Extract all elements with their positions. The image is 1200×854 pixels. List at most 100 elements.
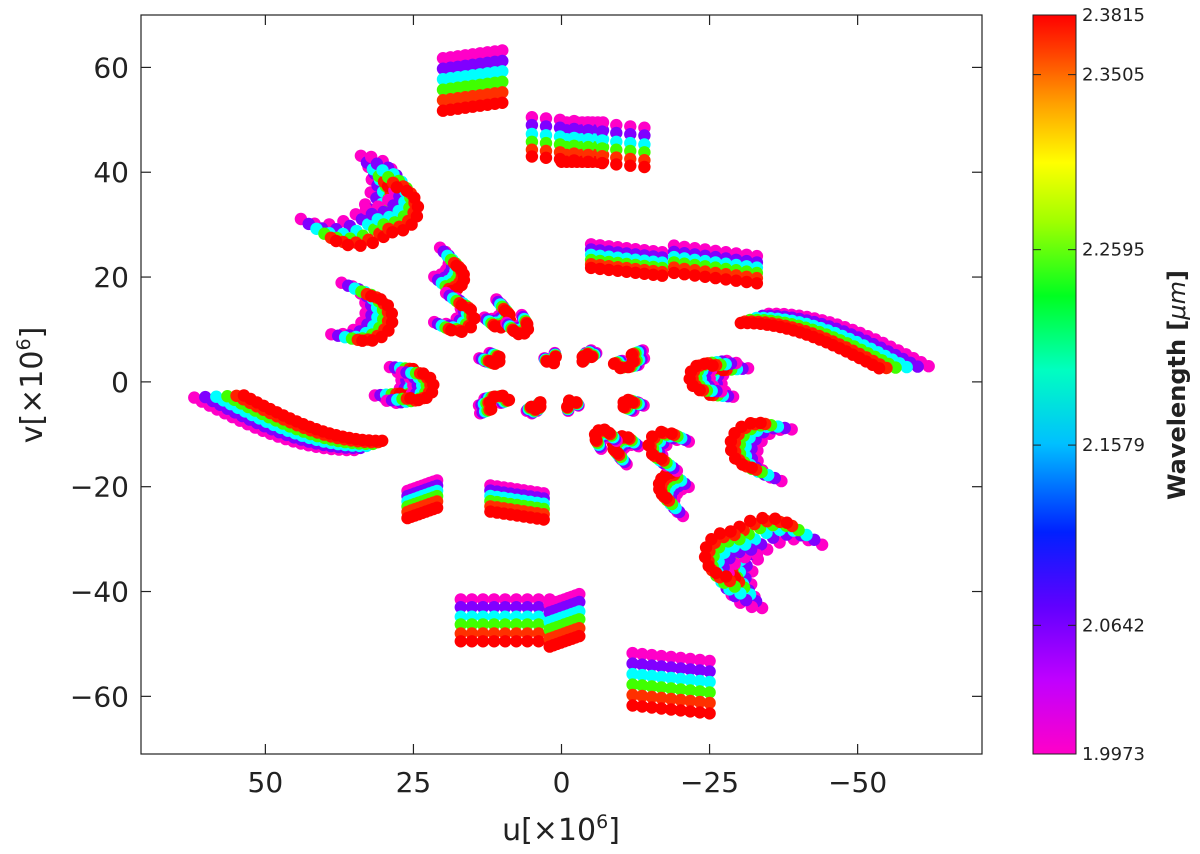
- uv-point: [703, 675, 716, 689]
- uv-point: [744, 514, 757, 528]
- uv-point: [596, 156, 609, 170]
- uv-point: [719, 570, 733, 583]
- y-tick-label: 40: [93, 156, 129, 189]
- uv-point: [693, 674, 707, 688]
- uv-point: [341, 238, 355, 252]
- uv-point: [706, 359, 719, 372]
- colorbar-tick-label: 2.1579: [1082, 435, 1145, 456]
- uv-point: [496, 65, 509, 78]
- uv-point: [745, 461, 758, 474]
- uv-point: [553, 121, 567, 134]
- uv-point: [521, 601, 534, 614]
- uv-point: [354, 239, 367, 252]
- uv-point: [754, 416, 767, 430]
- colorbar-tick-label: 1.9973: [1082, 744, 1145, 765]
- uv-point: [655, 425, 668, 439]
- uv-point: [636, 658, 649, 671]
- uv-point: [465, 601, 479, 614]
- colorbar-tick-label: 2.0642: [1082, 615, 1145, 636]
- uv-point: [664, 692, 678, 706]
- uv-point: [567, 154, 581, 167]
- uv-point: [626, 667, 639, 681]
- uv-point: [570, 396, 583, 409]
- uv-point: [655, 691, 668, 705]
- uv-point: [626, 688, 639, 702]
- uv-point: [674, 704, 687, 717]
- uv-point: [525, 400, 538, 413]
- uv-point: [476, 635, 490, 648]
- uv-point: [645, 680, 658, 693]
- uv-point: [730, 274, 743, 287]
- uv-point: [455, 325, 468, 338]
- uv-point: [499, 601, 512, 614]
- colorbar-ticks: 1.9973 2.0642 2.1579 2.2595 2.3505 2.3815: [1033, 5, 1145, 765]
- y-tick-label: 60: [93, 51, 129, 84]
- uv-point: [665, 427, 678, 440]
- uv-point: [698, 270, 712, 283]
- uv-point: [376, 434, 389, 447]
- y-tick-label: 0: [111, 366, 129, 399]
- uv-point: [573, 613, 586, 626]
- uv-point: [693, 664, 707, 677]
- uv-point: [582, 155, 595, 168]
- uv-point: [693, 695, 707, 709]
- uv-point: [678, 268, 691, 281]
- uv-point: [693, 685, 707, 698]
- uv-point: [624, 159, 637, 172]
- uv-point: [703, 686, 716, 699]
- uv-point: [553, 152, 567, 166]
- uv-point: [454, 635, 467, 648]
- uv-point: [525, 118, 539, 132]
- x-axis-ticks: 50 25 0 −25 −50: [248, 15, 887, 799]
- uv-point: [664, 671, 678, 685]
- uv-point: [596, 125, 609, 138]
- uv-point: [636, 668, 649, 682]
- uv-point: [365, 289, 378, 303]
- uv-point: [610, 126, 623, 140]
- uv-point: [645, 648, 658, 662]
- uv-point: [487, 601, 501, 614]
- uv-point: [684, 663, 697, 676]
- uv-point: [537, 513, 550, 526]
- uv-point: [624, 128, 637, 141]
- uv-point: [744, 417, 757, 430]
- uv-point: [655, 649, 668, 663]
- uv-point: [734, 316, 747, 330]
- uv-point: [674, 672, 687, 686]
- uv-point: [532, 618, 545, 631]
- uv-point: [684, 673, 697, 687]
- uv-point: [645, 690, 658, 704]
- y-axis-label: v[×106]: [13, 327, 50, 444]
- colorbar-tick-label: 2.2595: [1082, 240, 1145, 261]
- uv-point: [693, 706, 707, 719]
- uv-point: [664, 650, 678, 664]
- uv-point: [636, 679, 649, 692]
- uv-point: [621, 431, 635, 444]
- colorbar-tick-label: 2.3505: [1082, 65, 1145, 86]
- x-tick-label: −50: [828, 766, 887, 799]
- colorbar: [1032, 14, 1077, 755]
- uv-point: [525, 150, 539, 163]
- uv-point: [487, 635, 501, 648]
- uv-point: [496, 54, 509, 68]
- x-tick-label: 25: [396, 766, 432, 799]
- y-axis-label-exponent: 6: [13, 338, 35, 350]
- uv-point: [655, 660, 668, 673]
- uv-point: [532, 635, 545, 648]
- uv-point: [582, 124, 595, 137]
- uv-point: [684, 705, 697, 718]
- uv-point: [664, 682, 678, 695]
- uv-point: [386, 226, 399, 239]
- uv-point: [573, 629, 586, 643]
- uv-point: [476, 618, 490, 631]
- y-tick-label: −20: [70, 471, 129, 504]
- uv-point: [499, 635, 512, 648]
- uv-point: [411, 200, 425, 213]
- uv-point: [703, 665, 716, 678]
- y-axis-ticks: 60 40 20 0 −20 −40 −60: [70, 51, 982, 713]
- uv-point: [532, 601, 545, 614]
- y-tick-label: 20: [93, 261, 129, 294]
- x-axis-label: u[×106]: [502, 811, 620, 848]
- uv-point: [725, 444, 738, 457]
